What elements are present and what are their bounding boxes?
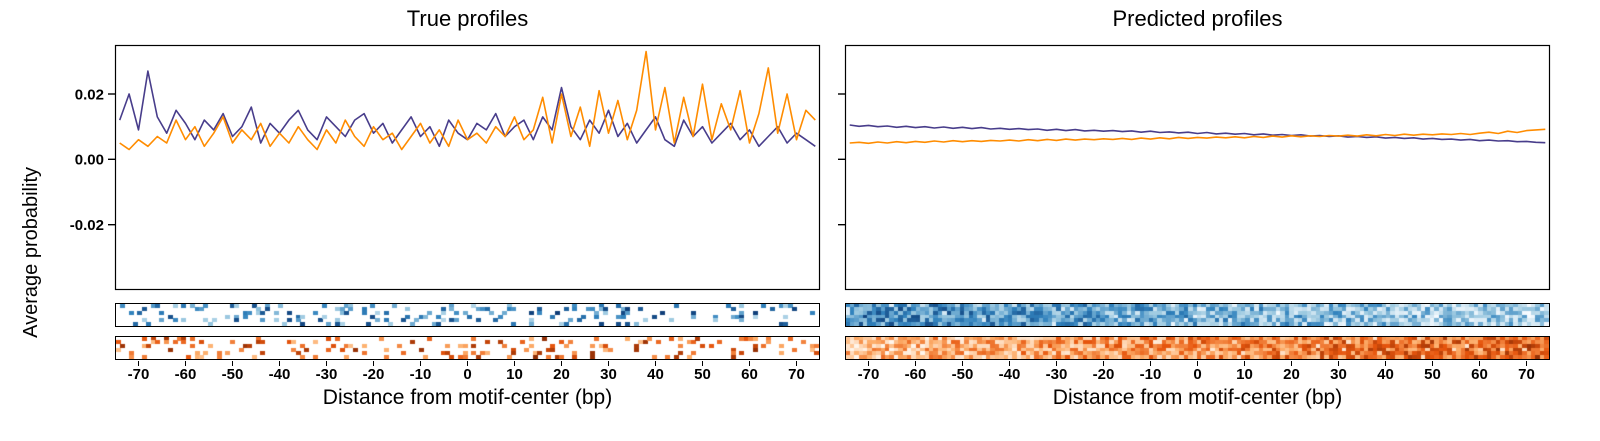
line-chart-true-svg: 0.02 0.00 -0.02 — [70, 44, 821, 291]
x-tick-mark — [607, 361, 610, 366]
panel-title-predicted: Predicted profiles — [1112, 6, 1283, 31]
x-tick-mark — [1478, 361, 1481, 366]
x-axis-ticks-predicted: -70 -60 -50 -40 -30 -20 -10 0 10 20 30 40 50 60 70 — [845, 361, 1550, 387]
x-tick-mark — [137, 361, 140, 366]
x-tick-mark — [513, 361, 516, 366]
plot-border — [844, 44, 1551, 291]
x-tick-mark — [914, 361, 917, 366]
x-tick-label: 50 — [694, 366, 711, 383]
heatmap-canvas-predicted-blue — [846, 304, 1549, 326]
x-tick-label: 40 — [1377, 366, 1394, 383]
panel-title-true: True profiles — [406, 6, 529, 31]
line-chart-true: 0.02 0.00 -0.02 — [70, 44, 821, 291]
x-tick-label: -50 — [221, 366, 244, 383]
x-tick-mark — [1243, 361, 1246, 366]
x-tick-label: -60 — [174, 366, 197, 383]
heatmap-canvas-predicted-orange — [846, 337, 1549, 359]
x-tick-label: -70 — [857, 366, 880, 383]
x-tick-label: 10 — [1236, 366, 1253, 383]
x-tick-label: 20 — [553, 366, 570, 383]
heatmap-strip-true-orange — [115, 336, 820, 360]
y-tick-label: -0.02 — [70, 217, 104, 234]
x-tick-mark — [1008, 361, 1011, 366]
heatmap-canvas-true-orange — [116, 337, 819, 359]
x-tick-label: 60 — [1471, 366, 1488, 383]
x-tick-mark — [1196, 361, 1199, 366]
x-tick-label: 10 — [506, 366, 523, 383]
line-series-purple — [849, 124, 1546, 144]
x-tick-label: -40 — [268, 366, 291, 383]
x-tick-mark — [701, 361, 704, 366]
x-tick-mark — [961, 361, 964, 366]
x-tick-label: 0 — [463, 366, 472, 383]
x-tick-label: 40 — [647, 366, 664, 383]
panel-predicted-profiles: Predicted profiles -70 -60 -50 -40 -30 -20 -10… — [730, 0, 1551, 441]
x-tick-mark — [1055, 361, 1058, 366]
x-axis-label-true: Distance from motif-center (bp) — [322, 386, 613, 409]
x-tick-mark — [1384, 361, 1387, 366]
x-tick-mark — [1149, 361, 1152, 366]
x-tick-label: 30 — [1330, 366, 1347, 383]
line-chart-predicted — [838, 44, 1551, 291]
line-series-orange — [119, 50, 816, 151]
heatmap-strip-predicted-orange — [845, 336, 1550, 360]
line-chart-predicted-svg — [838, 44, 1551, 291]
x-tick-label: -30 — [1045, 366, 1068, 383]
heatmap-canvas-true-blue — [116, 304, 819, 326]
x-tick-label: -60 — [904, 366, 927, 383]
panel-true-profiles: Average probability True profiles 0.02 0.… — [20, 6, 821, 409]
x-tick-mark — [325, 361, 328, 366]
x-tick-label: 70 — [788, 366, 805, 383]
x-tick-mark — [1102, 361, 1105, 366]
x-tick-label: -20 — [1092, 366, 1115, 383]
x-tick-label: -10 — [409, 366, 432, 383]
y-tick-label: 0.00 — [75, 152, 104, 169]
x-tick-mark — [466, 361, 469, 366]
x-tick-mark — [184, 361, 187, 366]
heatmap-strip-predicted-blue — [845, 303, 1550, 327]
x-tick-label: 70 — [1518, 366, 1535, 383]
x-tick-label: -40 — [998, 366, 1021, 383]
x-tick-label: -50 — [951, 366, 974, 383]
x-tick-mark — [372, 361, 375, 366]
x-tick-mark — [231, 361, 234, 366]
plot-border — [114, 44, 821, 291]
x-tick-mark — [1290, 361, 1293, 366]
x-tick-label: 20 — [1283, 366, 1300, 383]
x-tick-mark — [1525, 361, 1528, 366]
x-tick-label: -70 — [127, 366, 150, 383]
x-tick-mark — [748, 361, 751, 366]
line-series-orange — [849, 128, 1546, 145]
y-tick-label: 0.02 — [75, 86, 104, 103]
x-tick-mark — [654, 361, 657, 366]
x-tick-mark — [419, 361, 422, 366]
x-tick-label: 30 — [600, 366, 617, 383]
x-tick-label: 60 — [741, 366, 758, 383]
x-tick-label: -30 — [315, 366, 338, 383]
x-tick-mark — [278, 361, 281, 366]
x-tick-label: -10 — [1139, 366, 1162, 383]
x-tick-label: 0 — [1193, 366, 1202, 383]
x-tick-mark — [867, 361, 870, 366]
x-axis-ticks-true: -70 -60 -50 -40 -30 -20 -10 0 10 20 30 40 50 60 70 — [115, 361, 820, 387]
x-axis-label-predicted: Distance from motif-center (bp) — [1052, 386, 1343, 409]
x-tick-label: -20 — [362, 366, 385, 383]
x-tick-mark — [1431, 361, 1434, 366]
x-tick-mark — [795, 361, 798, 366]
x-tick-mark — [1337, 361, 1340, 366]
x-tick-mark — [560, 361, 563, 366]
heatmap-strip-true-blue — [115, 303, 820, 327]
x-tick-label: 50 — [1424, 366, 1441, 383]
